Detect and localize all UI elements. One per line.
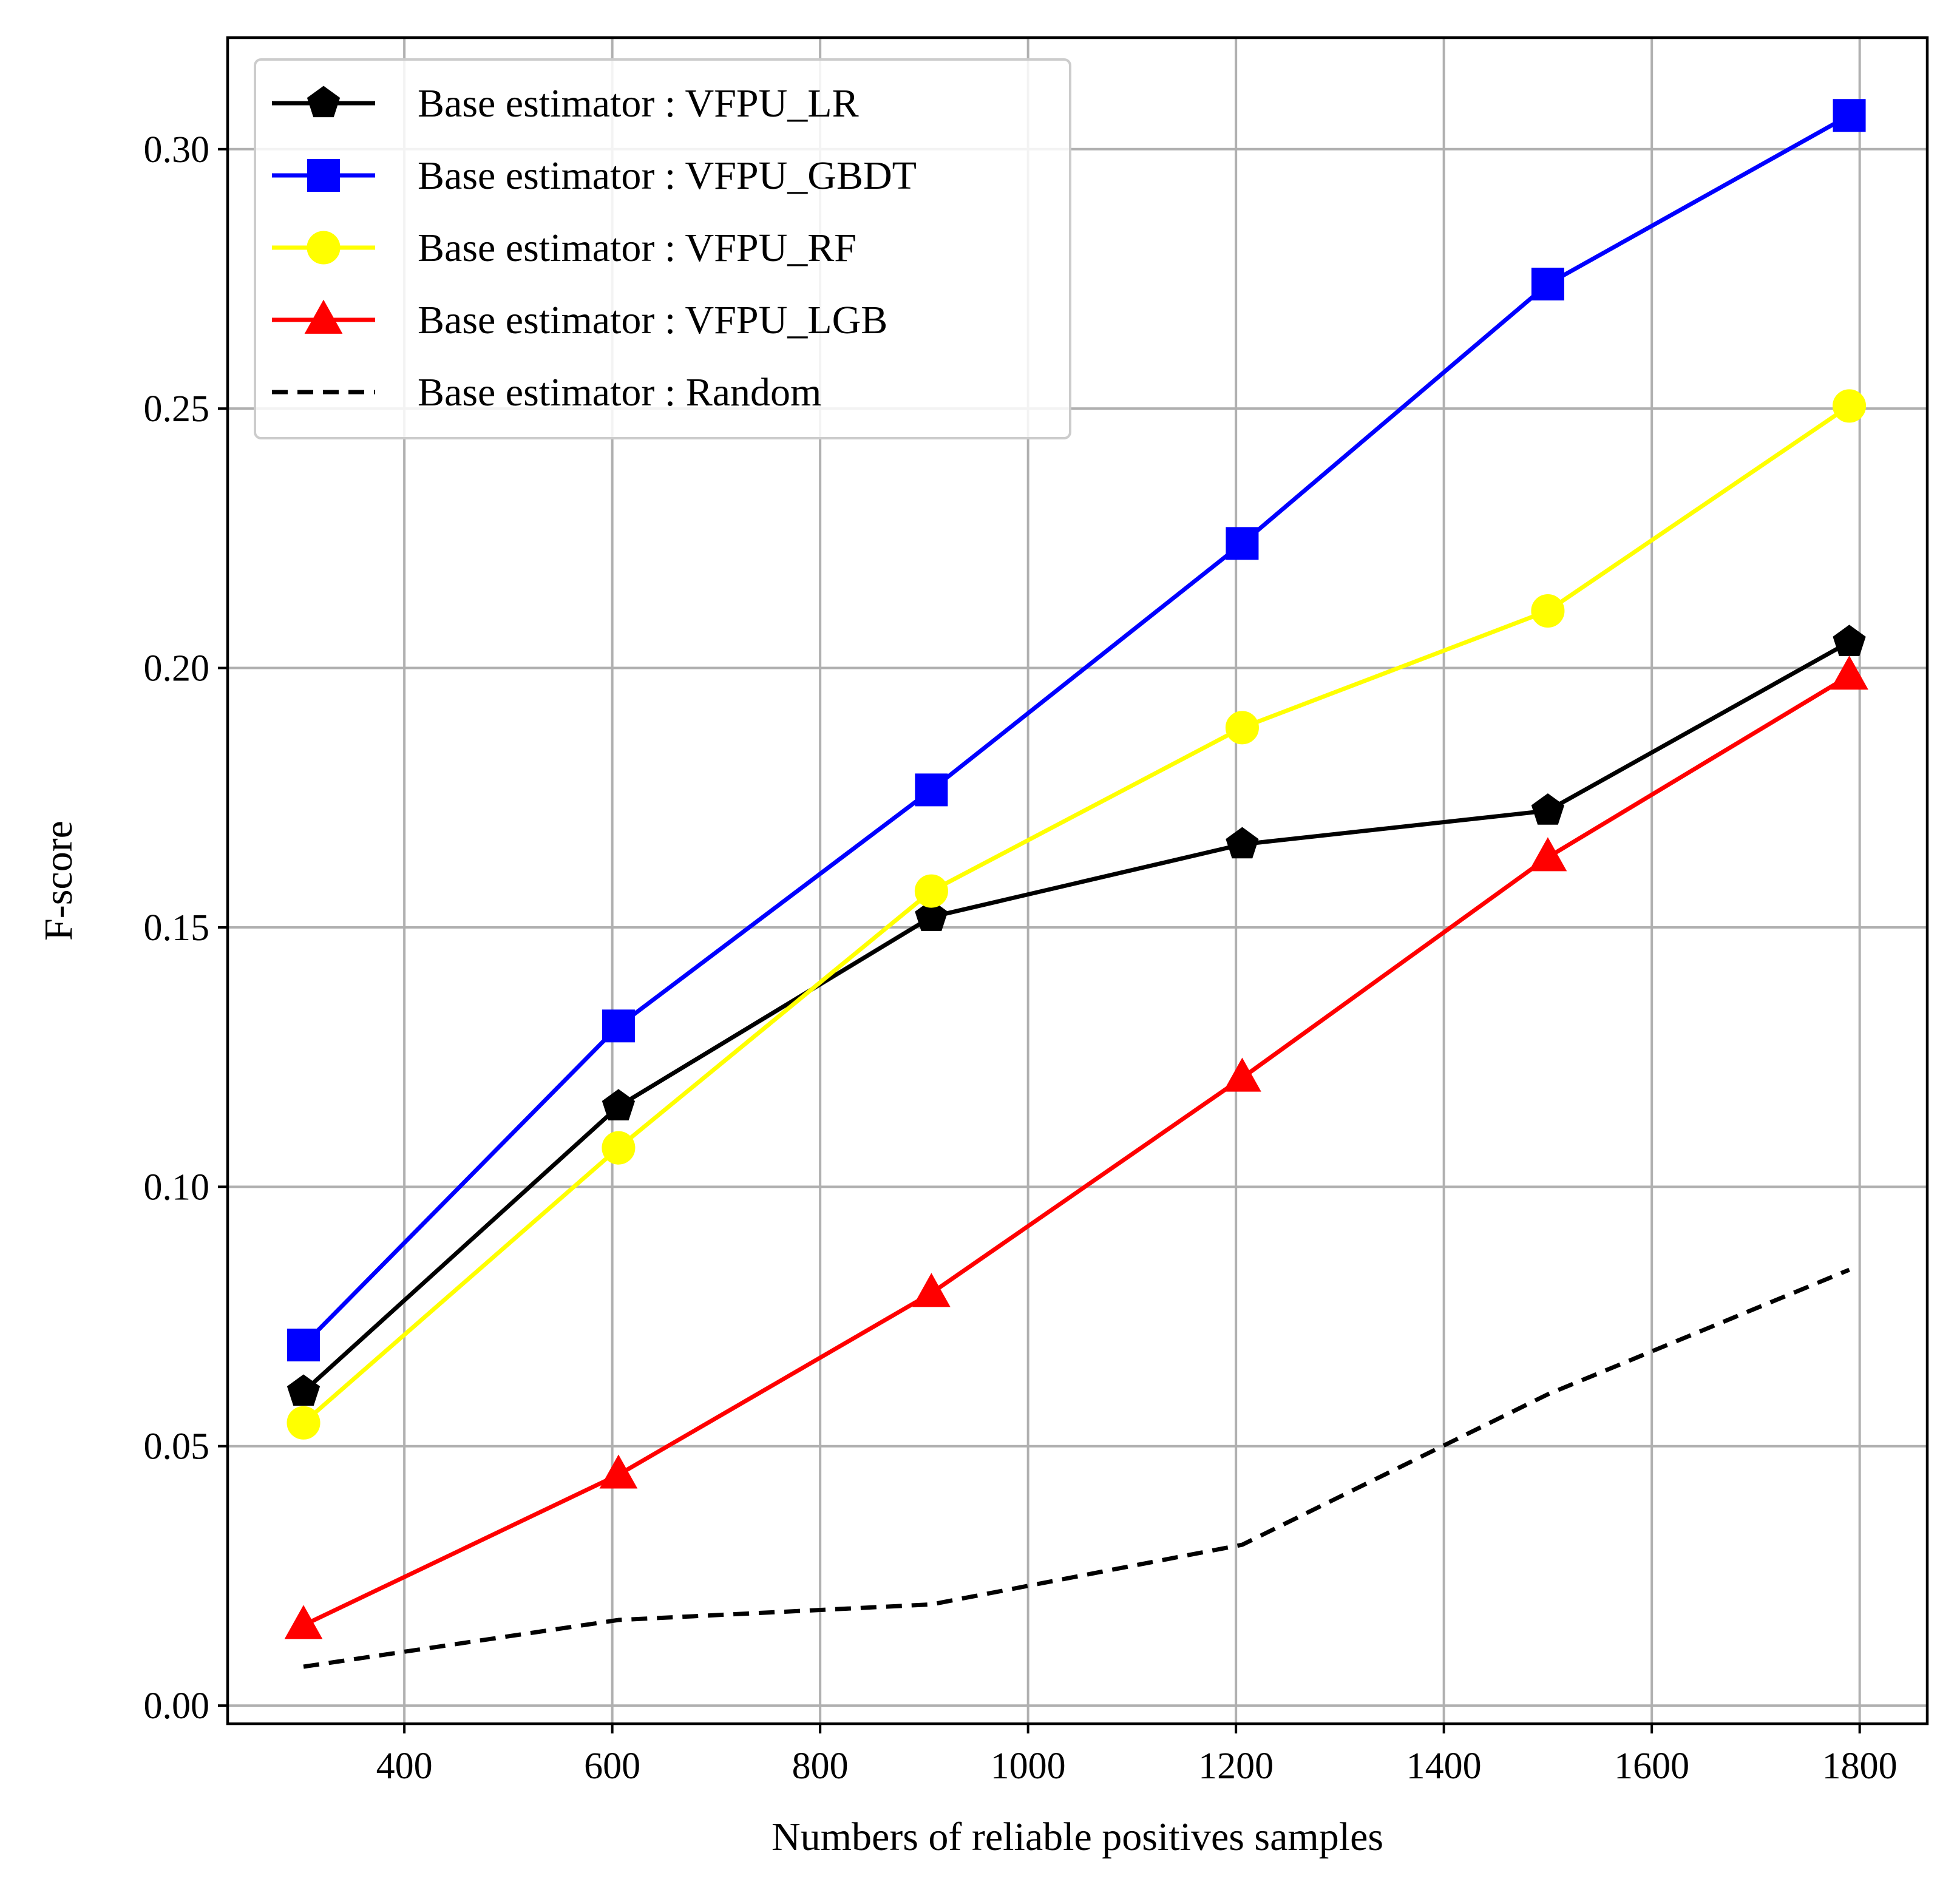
- legend-item: Base estimator : Random: [272, 370, 821, 415]
- y-tick-label: 0.25: [144, 388, 210, 430]
- data-point: [912, 1273, 951, 1307]
- series-line: [302, 674, 1851, 1627]
- data-point: [602, 1009, 635, 1043]
- x-tick-label: 1400: [1406, 1746, 1482, 1787]
- legend-item: Base estimator : VFPU_LR: [272, 81, 859, 126]
- legend-item: Base estimator : VFPU_LGB: [272, 298, 887, 342]
- legend-marker: [307, 159, 340, 192]
- x-axis-label: Numbers of reliable positives samples: [772, 1815, 1383, 1859]
- legend-marker: [307, 231, 341, 265]
- y-tick-label: 0.15: [144, 907, 210, 949]
- y-axis-label: F-score: [36, 821, 81, 941]
- data-point: [1226, 527, 1259, 560]
- legend: Base estimator : VFPU_LR Base estimator :…: [254, 58, 1071, 439]
- y-tick-label: 0.05: [144, 1426, 210, 1468]
- data-point: [287, 1374, 321, 1406]
- data-point: [1833, 389, 1867, 423]
- x-tick-label: 1200: [1198, 1746, 1274, 1787]
- data-point: [284, 1605, 323, 1639]
- data-point: [915, 773, 948, 807]
- data-point: [287, 1406, 321, 1440]
- data-point: [1528, 837, 1567, 872]
- data-point: [1226, 827, 1259, 859]
- series-3: [287, 389, 1867, 1440]
- data-point: [1833, 625, 1866, 656]
- data-point: [915, 899, 948, 931]
- x-tick-label: 800: [792, 1746, 849, 1787]
- x-tick-label: 400: [376, 1746, 433, 1787]
- legend-label: Base estimator : VFPU_LGB: [418, 298, 887, 342]
- data-point: [1833, 99, 1866, 132]
- data-point: [1223, 1057, 1261, 1092]
- data-point: [1830, 656, 1868, 690]
- legend-marker: [304, 299, 343, 334]
- legend-marker: [307, 86, 341, 118]
- series-line: [302, 113, 1851, 1347]
- legend-item: Base estimator : VFPU_GBDT: [272, 154, 917, 198]
- data-point: [287, 1329, 321, 1362]
- series-line: [303, 1267, 1850, 1669]
- plot-frame: [226, 36, 1929, 1726]
- series-line: [302, 404, 1851, 1425]
- data-point: [914, 874, 948, 908]
- series-4: [284, 656, 1868, 1639]
- legend-label: Base estimator : VFPU_LR: [418, 81, 859, 126]
- legend-item: Base estimator : VFPU_RF: [272, 226, 856, 270]
- data-point: [1531, 268, 1564, 301]
- y-tick-label: 0.00: [144, 1685, 210, 1727]
- legend-label: Base estimator : VFPU_GBDT: [418, 154, 917, 198]
- data-point: [1531, 793, 1565, 825]
- x-tick-label: 600: [584, 1746, 640, 1787]
- data-point: [599, 1454, 638, 1489]
- y-axis: 0.00 0.05 0.10 0.15 0.20 0.25 0.30: [144, 129, 228, 1727]
- legend-label: Base estimator : Random: [418, 370, 821, 415]
- series-2: [287, 99, 1866, 1362]
- legend-label: Base estimator : VFPU_RF: [418, 226, 856, 270]
- series-1: [287, 625, 1866, 1406]
- x-tick-label: 1000: [991, 1746, 1066, 1787]
- legend-box: [254, 58, 1071, 439]
- data-point: [602, 1089, 636, 1120]
- y-tick-label: 0.30: [144, 129, 210, 171]
- series-line: [302, 640, 1851, 1394]
- data-point: [1225, 711, 1259, 745]
- data-point: [602, 1131, 636, 1165]
- series-layer: [284, 99, 1868, 1669]
- x-axis: 400 600 800 1000 1200 1400 1600 1800: [376, 1724, 1898, 1787]
- y-tick-label: 0.10: [144, 1167, 210, 1208]
- y-tick-label: 0.20: [144, 648, 210, 689]
- series-5: [303, 1267, 1850, 1669]
- x-tick-label: 1600: [1614, 1746, 1689, 1787]
- x-tick-label: 1800: [1822, 1746, 1898, 1787]
- data-point: [1531, 594, 1565, 628]
